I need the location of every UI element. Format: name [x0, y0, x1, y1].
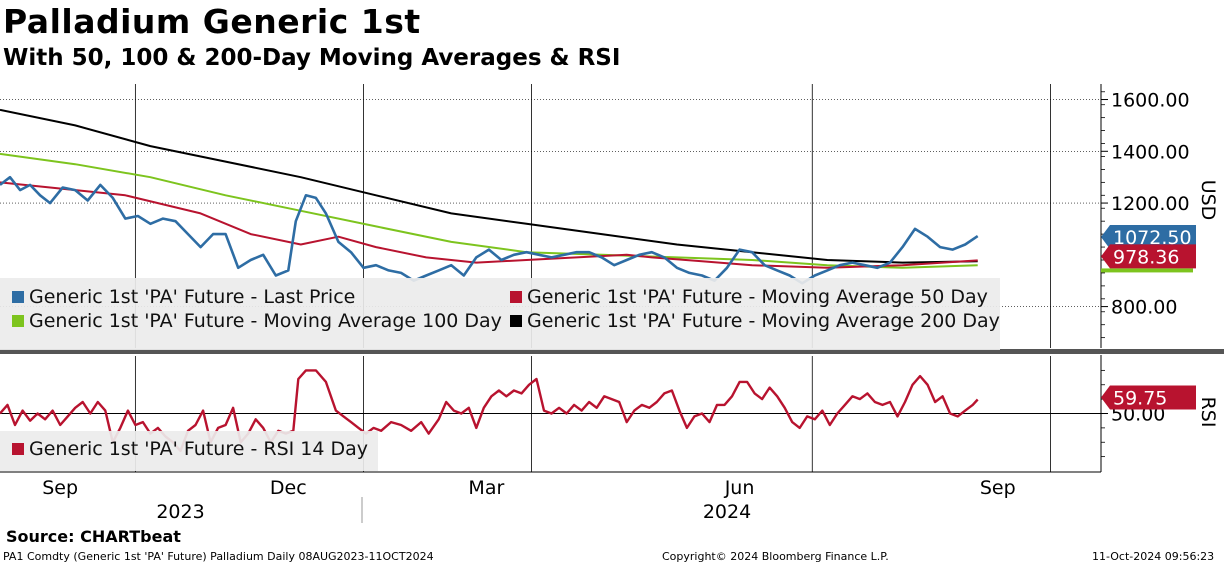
x-month-label-0: Sep [42, 477, 78, 499]
x-month-label-4: Sep [980, 477, 1016, 499]
tag-last-price-text: 1072.50 [1113, 227, 1192, 249]
legend-swatch-ma50 [510, 291, 522, 303]
tag-ma100-sliver [1101, 268, 1193, 273]
legend-label-price: Generic 1st 'PA' Future - Last Price [29, 286, 355, 308]
panel-divider[interactable] [0, 349, 1224, 354]
series-ma50 [0, 181, 978, 269]
price-tick-label-3: 800.00 [1111, 297, 1177, 319]
series-rsi [0, 369, 979, 453]
price-series-group [0, 108, 979, 285]
series-ma200 [0, 108, 978, 264]
rsi-axis-label: RSI [1197, 397, 1219, 428]
price-tick-label-1: 1400.00 [1111, 141, 1190, 163]
x-month-label-2: Mar [468, 477, 504, 499]
rsi-legend: Generic 1st 'PA' Future - RSI 14 Day [0, 431, 378, 471]
legend-swatch-ma100 [12, 315, 24, 327]
legend-label-ma200: Generic 1st 'PA' Future - Moving Average… [527, 310, 1000, 332]
tag-last-price-bg [1101, 225, 1196, 250]
legend-label-ma50: Generic 1st 'PA' Future - Moving Average… [527, 286, 988, 308]
x-year-label-0: 2023 [156, 501, 204, 523]
legend-swatch-ma200 [510, 315, 522, 327]
legend-label-ma100: Generic 1st 'PA' Future - Moving Average… [29, 310, 502, 332]
price-ticks: 1600.00 1400.00 1200.00 800.00 [1101, 90, 1190, 339]
chart-title: Palladium Generic 1st [3, 2, 421, 41]
x-year-label-1: 2024 [703, 501, 751, 523]
x-month-label-3: Jun [724, 477, 755, 499]
series-ma100 [0, 152, 978, 269]
legend-swatch-rsi [12, 443, 24, 455]
footer-timestamp: 11-Oct-2024 09:56:23 [1092, 550, 1215, 563]
source-label: Source: CHARTbeat [6, 527, 181, 546]
tag-ma50-text: 978.36 [1113, 246, 1179, 268]
rsi-ticks: 50.00 [1101, 369, 1165, 458]
chart-subtitle: With 50, 100 & 200-Day Moving Averages &… [3, 45, 621, 71]
tag-ma50-bg [1101, 244, 1196, 269]
legend-swatch-price [12, 291, 24, 303]
footer-ticker: PA1 Comdty (Generic 1st 'PA' Future) Pal… [3, 550, 434, 563]
footer-copyright: Copyright© 2024 Bloomberg Finance L.P. [662, 550, 889, 563]
x-month-label-1: Dec [270, 477, 307, 499]
usd-axis-label: USD [1197, 180, 1219, 221]
legend-label-rsi: Generic 1st 'PA' Future - RSI 14 Day [29, 438, 368, 460]
x-axis-labels: Sep Dec Mar Jun Sep 2023 2024 [42, 477, 1015, 523]
price-tick-label-0: 1600.00 [1111, 90, 1190, 112]
price-tick-label-2: 1200.00 [1111, 193, 1190, 215]
price-legend: Generic 1st 'PA' Future - Last Price Gene… [0, 278, 1000, 350]
tag-rsi-text: 59.75 [1113, 387, 1167, 409]
tag-rsi-bg [1101, 385, 1196, 410]
rsi-series-group [0, 369, 979, 453]
